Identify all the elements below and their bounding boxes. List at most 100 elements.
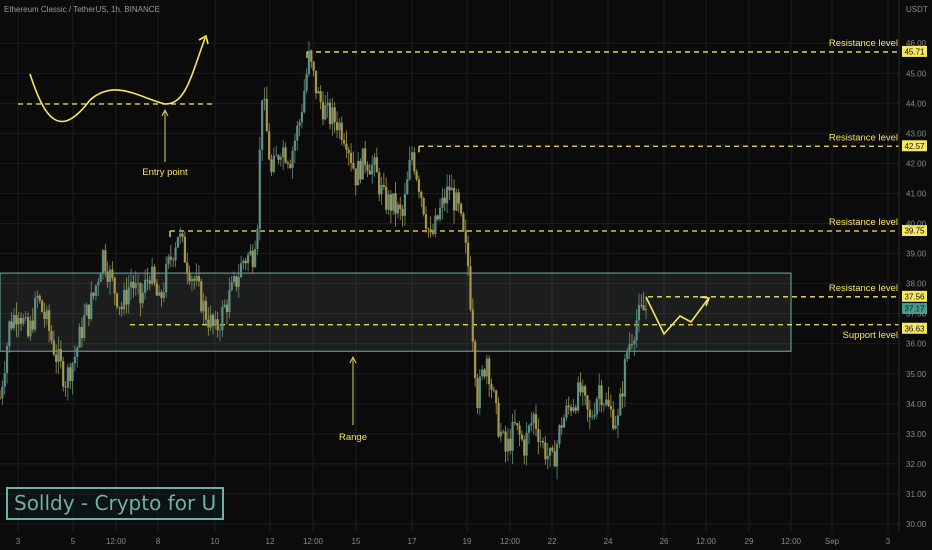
last-price-label: 37.17 <box>904 305 925 314</box>
candle-body <box>548 447 552 456</box>
candle-body <box>279 157 282 160</box>
candle-body <box>256 228 259 249</box>
candle-body <box>122 289 126 310</box>
x-tick-label: 12 <box>266 537 275 546</box>
candle-body <box>497 403 500 437</box>
candle-body <box>495 390 498 404</box>
candle-body <box>31 320 34 330</box>
level-label: Support level <box>843 330 898 341</box>
candle-body <box>69 367 72 382</box>
candle-body <box>190 278 194 282</box>
candle-body <box>633 340 636 345</box>
candle-body <box>76 347 79 357</box>
candle-body <box>459 203 463 214</box>
candle-body <box>492 389 495 391</box>
candle-body <box>115 293 119 307</box>
candle-body <box>183 236 187 263</box>
candle-body <box>399 204 402 209</box>
y-tick-label: 45.00 <box>906 69 927 78</box>
candle-body <box>436 215 439 220</box>
candle-body <box>605 399 608 405</box>
candle-body <box>270 159 273 172</box>
candle-body <box>342 139 346 144</box>
candle-body <box>26 317 30 337</box>
candle-body <box>129 281 133 288</box>
candle-body <box>165 264 168 293</box>
candle-body <box>293 140 297 151</box>
candle-body <box>467 242 470 267</box>
candle-body <box>19 317 23 324</box>
y-tick-label: 46.00 <box>906 39 927 48</box>
candle-body <box>80 326 84 339</box>
candle-body <box>247 254 250 264</box>
candle-body <box>251 250 254 268</box>
level-label: Resistance level <box>829 283 898 294</box>
candle-body <box>284 147 287 163</box>
entry-pointer-head <box>161 108 169 117</box>
range-label: Range <box>339 432 367 443</box>
candle-body <box>525 432 528 456</box>
candle-body <box>195 276 198 281</box>
candle-body <box>108 269 112 282</box>
candle-body <box>464 230 467 243</box>
candle-body <box>326 102 329 106</box>
candle-body <box>197 276 201 282</box>
level-label: Resistance level <box>829 38 898 49</box>
candle-body <box>158 292 161 296</box>
candle-body <box>518 425 521 435</box>
candle-body <box>546 455 549 460</box>
candle-body <box>502 431 505 433</box>
x-tick-label: 3 <box>886 537 891 546</box>
candle-body <box>394 193 397 214</box>
candle-body <box>45 310 48 320</box>
y-tick-label: 36.00 <box>906 340 927 349</box>
candle-body <box>424 214 428 229</box>
watermark: Solldy - Crypto for U <box>6 487 225 520</box>
candle-body <box>193 278 196 281</box>
candle-body <box>422 197 425 215</box>
candle-body <box>200 281 203 312</box>
candle-body <box>303 90 306 113</box>
level-label: Resistance level <box>829 132 898 143</box>
candle-body <box>490 384 493 390</box>
candle-body <box>242 260 245 264</box>
candle-body <box>207 319 210 328</box>
candle-body <box>38 295 41 301</box>
x-tick-label: 12:00 <box>696 537 717 546</box>
level-tag-label: 45.71 <box>904 47 925 56</box>
candle-body <box>352 162 355 169</box>
x-tick-label: 22 <box>548 537 557 546</box>
candle-body <box>333 107 336 123</box>
candle-body <box>612 409 615 429</box>
candle-body <box>221 307 224 330</box>
candle-body <box>623 358 627 397</box>
candle-body <box>214 319 217 325</box>
candle-body <box>591 416 594 418</box>
candle-body <box>532 414 535 424</box>
candle-body <box>291 150 294 168</box>
candle-body <box>317 91 320 94</box>
candle-body <box>172 259 175 261</box>
candle-body <box>176 237 179 248</box>
candle-body <box>410 152 414 161</box>
candle-body <box>637 304 641 321</box>
level-label: Resistance level <box>829 217 898 228</box>
candle-body <box>427 228 430 230</box>
y-tick-label: 33.00 <box>906 430 927 439</box>
x-tick-label: 8 <box>156 537 161 546</box>
candle-body <box>476 378 479 409</box>
candle-body <box>401 208 404 216</box>
candle-body <box>570 407 573 411</box>
range-box <box>0 272 792 352</box>
candle-body <box>619 393 622 416</box>
candle-body <box>48 310 51 332</box>
candle-body <box>504 431 507 452</box>
candle-body <box>132 281 135 289</box>
x-tick-label: 29 <box>745 537 754 546</box>
candle-body <box>134 283 137 289</box>
y-tick-label: 32.00 <box>906 460 927 469</box>
candle-body <box>364 148 367 165</box>
candle-body <box>277 155 280 160</box>
candle-body <box>127 287 130 305</box>
level-tag-label: 36.63 <box>904 324 925 333</box>
